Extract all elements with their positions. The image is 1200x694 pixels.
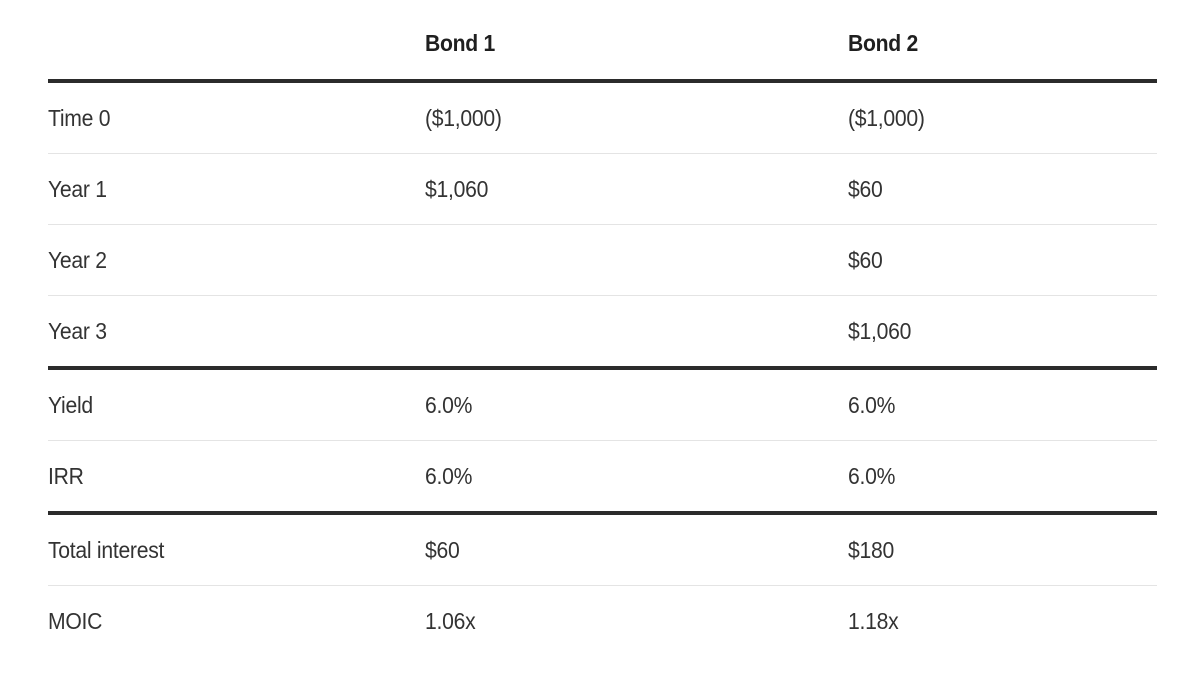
column-header-bond2: Bond 2 [848,0,1157,83]
cell-bond1: 1.06x [425,585,848,656]
row-label: Year 3 [48,295,425,368]
cell-value: ($1,000) [425,104,502,131]
row-label: Year 1 [48,153,425,225]
cell-bond2: $180 [848,511,1157,586]
cell-bond1: 6.0% [425,440,848,513]
cell-value: $60 [425,536,460,563]
row-label-text: Year 3 [48,317,107,344]
row-yield: Yield 6.0% 6.0% [48,366,1157,441]
cell-value: $1,060 [425,175,489,202]
row-label-text: MOIC [48,607,103,634]
row-label: Yield [48,366,425,441]
bond-comparison-table: Bond 1 Bond 2 Time 0 ($1,000) ($1,000) Y… [48,0,1157,656]
row-year-2: Year 2 $60 [48,224,1157,296]
row-label: IRR [48,440,425,513]
cell-bond2: $1,060 [848,295,1157,368]
cell-bond2: $60 [848,153,1157,225]
row-label-text: Year 2 [48,246,107,273]
row-label-text: IRR [48,462,84,489]
cell-value: $180 [848,536,894,563]
cell-bond1: $60 [425,511,848,586]
row-label-text: Total interest [48,536,165,563]
table-header: Bond 1 Bond 2 [48,0,1157,83]
column-header-empty [48,0,425,83]
row-label-text: Yield [48,391,93,418]
cell-value: 1.06x [425,607,476,634]
cell-value: 6.0% [425,462,473,489]
cell-value: 1.18x [848,607,899,634]
row-label: MOIC [48,585,425,656]
table-body: Time 0 ($1,000) ($1,000) Year 1 $1,060 $… [48,81,1157,656]
row-irr: IRR 6.0% 6.0% [48,440,1157,513]
row-label: Year 2 [48,224,425,296]
cell-bond1: 6.0% [425,366,848,441]
cell-bond1: $1,060 [425,153,848,225]
cell-bond1: ($1,000) [425,81,848,154]
cell-value: 6.0% [848,462,896,489]
cell-value: $60 [848,246,883,273]
cell-bond2: 6.0% [848,366,1157,441]
row-year-3: Year 3 $1,060 [48,295,1157,368]
row-label: Total interest [48,511,425,586]
cell-value: $1,060 [848,317,912,344]
cell-bond2: 6.0% [848,440,1157,513]
row-total-interest: Total interest $60 $180 [48,511,1157,586]
bond-comparison-table-container: Bond 1 Bond 2 Time 0 ($1,000) ($1,000) Y… [48,0,1157,656]
cell-value: ($1,000) [848,104,925,131]
row-label: Time 0 [48,81,425,154]
cell-bond2: $60 [848,224,1157,296]
row-moic: MOIC 1.06x 1.18x [48,585,1157,656]
cell-bond2: 1.18x [848,585,1157,656]
cell-bond1 [425,224,848,296]
cell-bond1 [425,295,848,368]
cell-value: $60 [848,175,883,202]
cell-value: 6.0% [425,391,473,418]
column-header-bond2-label: Bond 2 [848,30,919,56]
row-label-text: Time 0 [48,104,111,131]
header-row: Bond 1 Bond 2 [48,0,1157,83]
cell-value: 6.0% [848,391,896,418]
column-header-bond1: Bond 1 [425,0,848,83]
cell-bond2: ($1,000) [848,81,1157,154]
column-header-bond1-label: Bond 1 [425,30,496,56]
row-label-text: Year 1 [48,175,107,202]
row-year-1: Year 1 $1,060 $60 [48,153,1157,225]
row-time-0: Time 0 ($1,000) ($1,000) [48,81,1157,154]
